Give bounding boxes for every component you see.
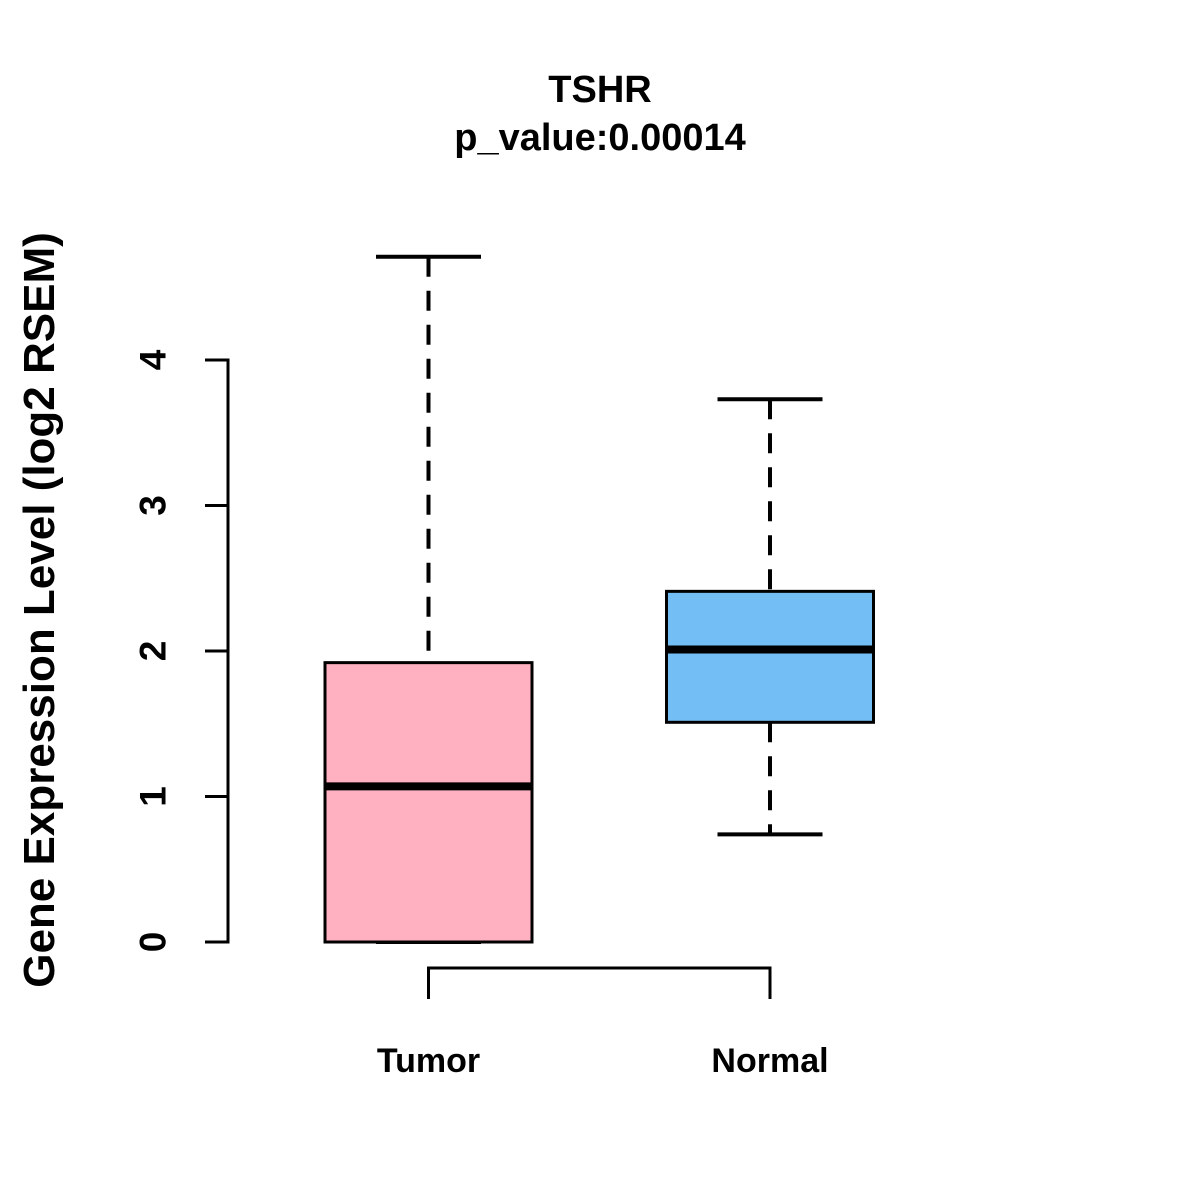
tumor-box (323, 661, 534, 944)
y-axis-tick-label: 4 (133, 349, 174, 370)
x-group-label-tumor: Tumor (377, 1042, 480, 1080)
normal-box (665, 589, 875, 724)
chart-title: TSHR (548, 69, 652, 111)
y-axis-tick-label: 2 (133, 641, 174, 662)
y-axis-tick-label: 0 (133, 932, 174, 953)
x-group-label-normal: Normal (711, 1042, 828, 1080)
chart-subtitle: p_value:0.00014 (454, 117, 746, 159)
y-axis-tick-label: 1 (133, 786, 174, 807)
comparison-bracket (427, 966, 772, 999)
y-axis-tick-label: 3 (133, 495, 174, 516)
